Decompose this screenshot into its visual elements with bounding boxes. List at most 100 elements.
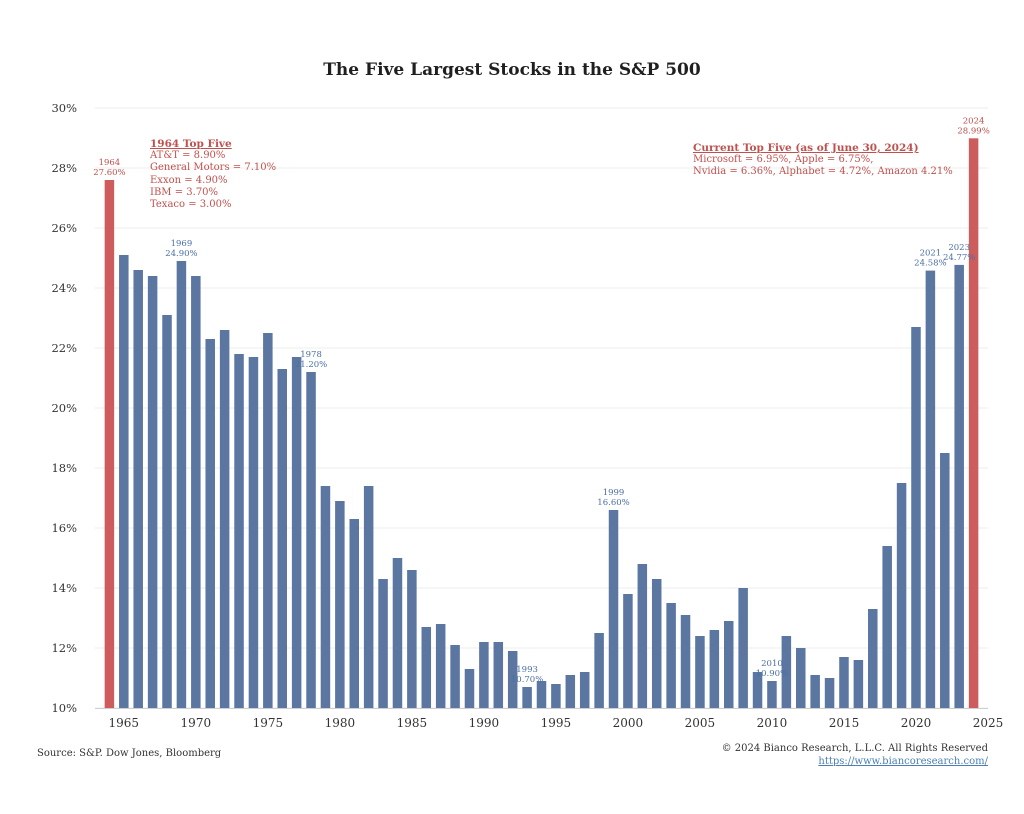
bar-1968 <box>162 315 172 708</box>
x-tick-label: 1975 <box>253 716 284 730</box>
bar-1982 <box>363 486 374 708</box>
bar-1983 <box>378 579 388 708</box>
bar-1965 <box>119 255 129 708</box>
x-tick-label: 2005 <box>685 716 716 730</box>
bar-1988 <box>450 645 460 708</box>
annotation-current-heading: Current Top Five (as of June 30, 2024) <box>693 142 919 154</box>
data-label-year: 1969 <box>171 239 193 249</box>
bar-2005 <box>695 636 705 708</box>
y-tick-label: 20% <box>51 401 77 415</box>
y-tick-label: 10% <box>51 701 77 715</box>
annotation-1964-top-five: 1964 Top Five AT&T = 8.90% General Motor… <box>150 138 276 211</box>
annotation-1964-line: AT&T = 8.90% <box>150 150 226 162</box>
y-tick-label: 14% <box>51 581 77 595</box>
bar-1967 <box>147 276 158 708</box>
data-label-value: 10.70% <box>511 675 543 685</box>
data-label-value: 21.20% <box>295 360 327 370</box>
data-label-year: 2021 <box>920 249 942 259</box>
bar-2006 <box>709 630 720 708</box>
bar-2017 <box>868 609 878 708</box>
bar-2007 <box>723 621 734 708</box>
bar-2021 <box>925 270 936 708</box>
source-note: Source: S&P. Dow Jones, Bloomberg <box>37 748 222 759</box>
y-tick-label: 28% <box>51 161 77 175</box>
data-label-value: 27.60% <box>93 168 125 178</box>
data-label-year: 1993 <box>516 665 538 675</box>
bar-1980 <box>335 501 345 708</box>
bar-1994 <box>536 681 547 708</box>
y-tick-label: 16% <box>51 521 77 535</box>
bar-1979 <box>320 486 331 708</box>
y-tick-label: 18% <box>51 461 77 475</box>
x-tick-label: 2010 <box>757 716 788 730</box>
bar-2018 <box>882 546 892 708</box>
bar-2000 <box>623 594 633 708</box>
bar-1977 <box>291 357 302 708</box>
data-label-year: 1978 <box>300 350 322 360</box>
y-tick-label: 30% <box>51 101 77 115</box>
bar-2004 <box>680 615 691 708</box>
bar-2008 <box>738 588 748 708</box>
bars <box>104 138 979 709</box>
data-label-value: 24.90% <box>165 249 197 259</box>
y-tick-label: 24% <box>51 281 77 295</box>
x-tick-label: 1995 <box>541 716 572 730</box>
bar-1974 <box>248 357 259 708</box>
annotation-1964-line: Texaco = 3.00% <box>150 199 232 211</box>
x-tick-label: 1980 <box>325 716 356 730</box>
y-tick-label: 12% <box>51 641 77 655</box>
bar-2012 <box>796 648 806 708</box>
data-label-value: 10.90% <box>756 669 788 679</box>
bar-2022 <box>940 453 950 708</box>
bar-2009 <box>752 672 763 708</box>
bar-1999 <box>608 510 619 708</box>
bar-1981 <box>349 519 360 708</box>
bar-1969 <box>176 261 187 708</box>
annotation-1964-line: Exxon = 4.90% <box>150 174 228 186</box>
bar-1976 <box>277 369 287 708</box>
axes: 10% 12% 14% 16% 18% 20% 22% 24% 26% 28% 30% 1965 197… <box>51 101 1003 730</box>
bar-1996 <box>565 675 576 708</box>
bar-1984 <box>392 558 403 708</box>
bar-1966 <box>133 270 143 708</box>
source-link[interactable]: https://www.biancoresearch.com/ <box>818 756 988 767</box>
bar-2016 <box>853 660 864 708</box>
bar-1993 <box>522 687 532 708</box>
bar-1970 <box>191 276 201 708</box>
data-label-value: 24.58% <box>914 259 946 269</box>
bar-1978 <box>306 372 316 708</box>
data-label-year: 1964 <box>99 158 121 168</box>
bar-1975 <box>263 333 273 708</box>
y-tick-label: 22% <box>51 341 77 355</box>
bar-2002 <box>651 579 662 708</box>
annotation-current-line: Nvidia = 6.36%, Alphabet = 4.72%, Amazon… <box>693 166 953 178</box>
bar-1991 <box>493 642 504 708</box>
bar-1971 <box>205 339 215 708</box>
x-tick-label: 1990 <box>469 716 500 730</box>
data-label-year: 2023 <box>948 243 970 253</box>
bar-2014 <box>824 678 835 708</box>
bar-1985 <box>407 570 417 708</box>
bar-1987 <box>435 624 446 708</box>
bar-2023 <box>954 264 964 708</box>
data-label-year: 1999 <box>603 488 625 498</box>
x-tick-label: 1970 <box>181 716 212 730</box>
annotation-current-top-five: Current Top Five (as of June 30, 2024) M… <box>693 142 953 179</box>
bar-2001 <box>637 564 648 708</box>
bar-1972 <box>219 330 230 708</box>
x-tick-label: 1965 <box>109 716 140 730</box>
data-label-value: 16.60% <box>597 498 629 508</box>
x-tick-label: 1985 <box>397 716 428 730</box>
bar-2010 <box>767 681 777 708</box>
